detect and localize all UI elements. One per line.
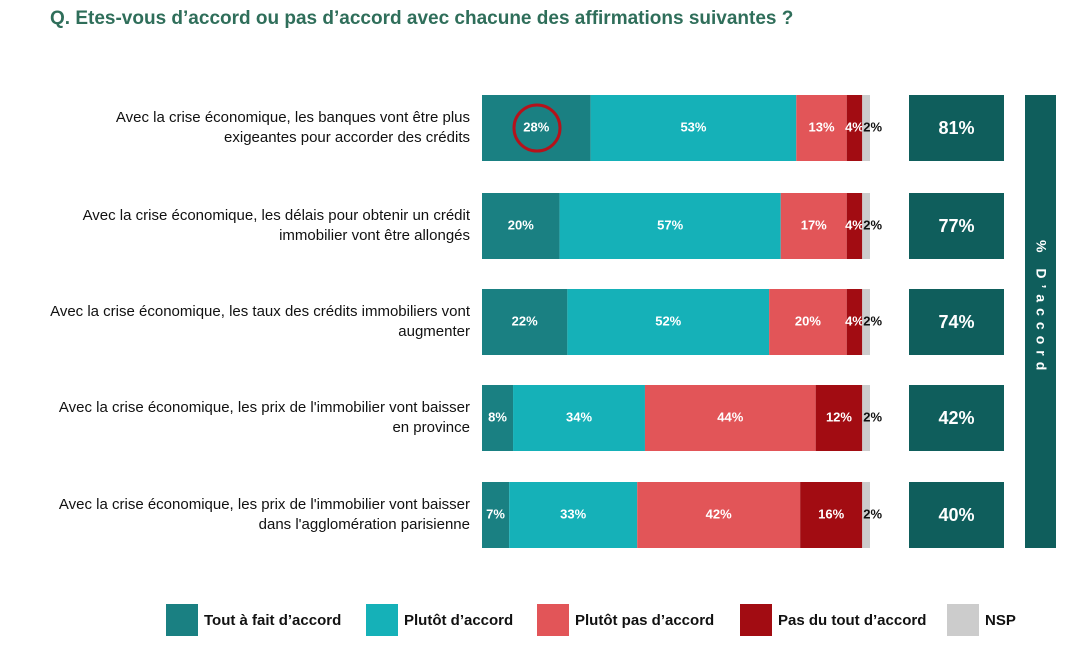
legend-label: Pas du tout d’accord [778, 612, 926, 629]
value-label: 20% [508, 217, 534, 232]
value-label: 2% [863, 313, 882, 328]
category-label: Avec la crise économique, les banques vo… [115, 109, 470, 146]
bar-segment [637, 482, 801, 548]
legend-swatch [740, 604, 772, 636]
value-label: 34% [566, 409, 592, 424]
bar-segment [559, 193, 781, 259]
value-label: 12% [826, 409, 852, 424]
bar-segment [846, 289, 863, 355]
total-box [909, 385, 1004, 451]
chart-title: Q. Etes-vous d’accord ou pas d’accord av… [50, 8, 794, 29]
bar-segment [509, 482, 638, 548]
bar-segment [862, 95, 870, 161]
total-box [909, 95, 1004, 161]
bar-segment [482, 482, 510, 548]
side-label: % D’accord [1033, 240, 1049, 376]
bar-segment [846, 95, 863, 161]
category-label: Avec la crise économique, les taux des c… [50, 303, 470, 340]
bar-segment [780, 193, 847, 259]
legend-swatch [166, 604, 198, 636]
bar-segment [482, 193, 560, 259]
value-label: 13% [808, 119, 834, 134]
total-box [909, 193, 1004, 259]
highlight-circle [512, 103, 562, 153]
value-label: 53% [680, 119, 706, 134]
value-label: 8% [488, 409, 507, 424]
legend-label: Plutôt d’accord [404, 612, 513, 629]
category-label: Avec la crise économique, les prix de l'… [58, 399, 470, 436]
value-label: 2% [863, 217, 882, 232]
legend-label: Plutôt pas d’accord [575, 612, 714, 629]
bar-segment [862, 289, 870, 355]
legend-swatch [366, 604, 398, 636]
category-label: Avec la crise économique, les délais pou… [82, 207, 470, 244]
value-label: 2% [863, 119, 882, 134]
value-label: 2% [863, 409, 882, 424]
bar-segment [800, 482, 863, 548]
value-label: 52% [655, 313, 681, 328]
total-label: 42% [938, 408, 974, 428]
total-label: 74% [938, 312, 974, 332]
bar-segment [482, 289, 568, 355]
bar-segment [567, 289, 770, 355]
bar-segment [482, 385, 514, 451]
value-label: 17% [801, 217, 827, 232]
side-box [1025, 95, 1056, 548]
value-label: 57% [657, 217, 683, 232]
value-label: 16% [818, 506, 844, 521]
category-label: Avec la crise économique, les prix de l'… [58, 496, 470, 533]
value-label: 2% [863, 506, 882, 521]
bar-segment [513, 385, 645, 451]
bar-segment [862, 385, 870, 451]
total-label: 77% [938, 216, 974, 236]
value-label: 42% [706, 506, 732, 521]
legend-label: Tout à fait d’accord [204, 612, 341, 629]
total-box [909, 482, 1004, 548]
legend-swatch [537, 604, 569, 636]
bar-segment [796, 95, 847, 161]
value-label: 4% [845, 119, 864, 134]
bar-segment [769, 289, 847, 355]
bar-segment [846, 193, 863, 259]
legend-swatch [947, 604, 979, 636]
total-label: 40% [938, 505, 974, 525]
total-label: 81% [938, 118, 974, 138]
legend-label: NSP [985, 612, 1016, 629]
bar-segment [862, 482, 870, 548]
value-label: 4% [845, 217, 864, 232]
bar-segment [862, 193, 870, 259]
bar-segment [590, 95, 797, 161]
value-label: 22% [512, 313, 538, 328]
value-label: 4% [845, 313, 864, 328]
value-label: 28% [523, 119, 549, 134]
value-label: 33% [560, 506, 586, 521]
bar-segment [815, 385, 863, 451]
bar-segment [644, 385, 816, 451]
value-label: 7% [486, 506, 505, 521]
value-label: 20% [795, 313, 821, 328]
value-label: 44% [717, 409, 743, 424]
total-box [909, 289, 1004, 355]
